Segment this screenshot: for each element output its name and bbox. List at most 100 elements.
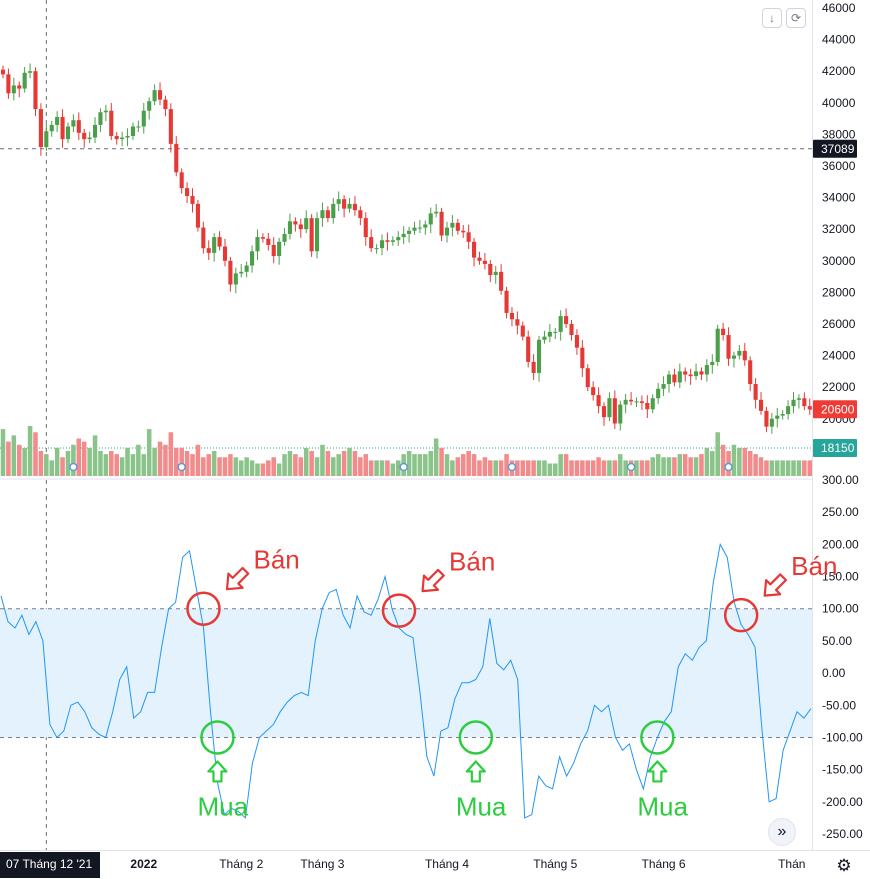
candle-body (526, 336, 531, 362)
candle-body (536, 339, 542, 373)
candle-body (509, 312, 515, 320)
candle-body (769, 418, 774, 427)
candle-body (103, 110, 108, 113)
gear-icon[interactable]: ⚙ (836, 856, 852, 875)
candle-body (591, 387, 596, 396)
volume-bar (293, 454, 298, 476)
volume-bar (796, 460, 802, 476)
candle-body (157, 90, 163, 100)
candle-body (623, 399, 628, 405)
candle-body (499, 271, 504, 291)
refresh-icon[interactable]: ⟳ (786, 8, 806, 28)
candle-body (141, 110, 146, 127)
cci-band-background (0, 608, 812, 738)
volume-bar (460, 454, 466, 476)
volume-bar (98, 451, 103, 476)
candle-body (791, 399, 796, 407)
cci-axis-tick: -150.00 (822, 763, 863, 777)
candle-body (807, 406, 812, 410)
cci-axis-tick: -50.00 (822, 698, 856, 712)
candle-body (515, 319, 520, 326)
volume-bar (769, 460, 775, 476)
candle-body (38, 109, 43, 148)
candle-body (222, 246, 228, 261)
volume-bar (791, 460, 796, 476)
candle-body (710, 361, 715, 366)
volume-bar (661, 457, 666, 476)
buy-arrow-shape (647, 760, 668, 783)
candle-body (780, 414, 785, 416)
price-axis-tick: 42000 (822, 64, 856, 78)
candle-body (65, 126, 71, 140)
volume-bar (520, 460, 526, 476)
volume-bar (65, 451, 71, 476)
volume-bar (412, 454, 417, 476)
download-arrow-icon[interactable]: ↓ (762, 8, 782, 28)
volume-bar (103, 454, 109, 476)
volume-bar (450, 460, 455, 476)
volume-bar (574, 460, 580, 476)
volume-bar (157, 441, 163, 476)
candle-body (585, 368, 590, 388)
volume-bar (569, 460, 574, 476)
candle-body (742, 350, 747, 361)
volume-bar (515, 460, 520, 476)
candle-body (244, 265, 249, 272)
crosshair-price-label: 37089 (821, 142, 855, 156)
volume-bar (71, 444, 76, 476)
volume-bar (677, 454, 683, 476)
buy-signal-circle (200, 720, 235, 755)
candle-body (228, 260, 233, 285)
candle-body (786, 406, 791, 415)
dividend-marker-icon (399, 462, 408, 472)
volume-bar (217, 457, 222, 476)
candle-body (109, 110, 114, 136)
candle-body (55, 117, 60, 125)
volume-bar (81, 441, 87, 476)
candle-body (417, 227, 422, 229)
candle-body (385, 240, 390, 242)
sell-signal-circle (186, 591, 221, 626)
scroll-to-realtime-button[interactable]: » (768, 818, 796, 846)
volume-bar (417, 454, 423, 476)
candle-body (358, 210, 363, 219)
volume-bar (710, 451, 715, 476)
volume-bar (466, 451, 471, 476)
candle-body (298, 224, 303, 230)
cci-axis-tick: -200.00 (822, 795, 863, 809)
candle-body (114, 135, 119, 140)
volume-bar (385, 460, 390, 476)
volume-bar (141, 454, 147, 476)
candle-body (49, 124, 54, 132)
buy-arrow-shape (465, 760, 486, 783)
volume-bar (352, 451, 358, 476)
volume-bar (639, 460, 645, 476)
candle-body (352, 203, 357, 211)
volume-bar (92, 435, 98, 476)
candle-body (179, 172, 184, 189)
candle-body (677, 371, 682, 383)
sell-arrow-shape (225, 566, 250, 591)
volume-bar (16, 444, 22, 476)
volume-bar (136, 444, 141, 476)
volume-bar (693, 457, 699, 476)
volume-bar (249, 460, 255, 476)
candle-body (33, 71, 38, 110)
cci-axis-tick: -100.00 (822, 730, 863, 744)
candle-body (455, 222, 460, 231)
volume-bar (244, 457, 249, 476)
candle-body (369, 237, 374, 249)
price-axis-tick: 30000 (822, 254, 856, 268)
price-axis-tick: 44000 (822, 33, 856, 47)
volume-bar (33, 432, 38, 476)
candle-body (271, 244, 276, 257)
volume-bar (504, 454, 509, 476)
candle-body (574, 335, 579, 348)
candle-body (412, 227, 417, 231)
volume-bar (774, 460, 780, 476)
candle-body (44, 131, 49, 148)
candle-body (277, 241, 282, 257)
volume-bar (807, 460, 813, 476)
candle-body (396, 237, 401, 241)
